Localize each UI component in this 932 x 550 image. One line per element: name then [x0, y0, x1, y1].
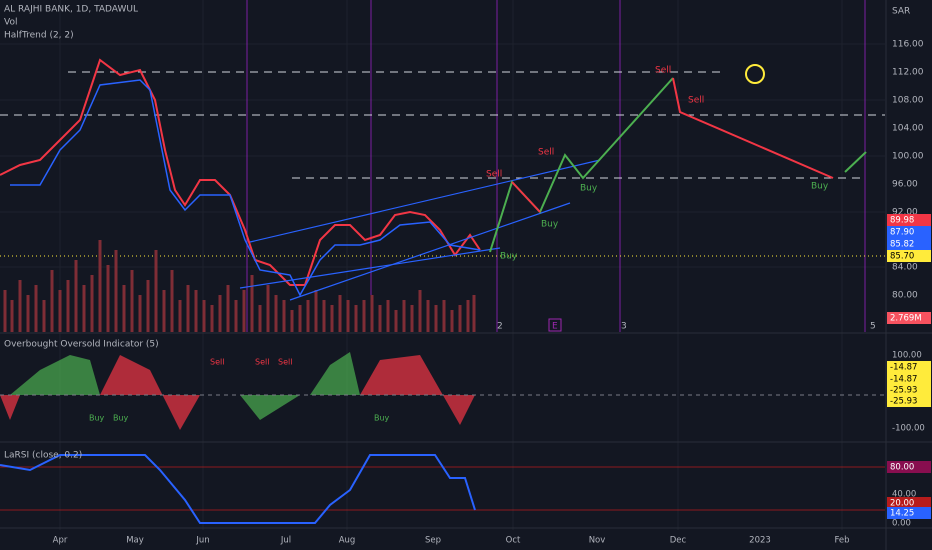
volume-label: Vol	[4, 18, 17, 28]
time-label: Jun	[195, 536, 209, 546]
price-label: 92.00	[892, 208, 918, 218]
time-label: Oct	[506, 536, 521, 546]
price-label: 100.00	[892, 152, 924, 162]
pane-title: Overbought Oversold Indicator (5)	[4, 340, 159, 350]
buy-label: Buy	[811, 182, 829, 192]
marker-box	[548, 318, 562, 332]
price-badge	[887, 214, 931, 226]
badge-label: 89.98	[890, 216, 914, 226]
sell-label: Sell	[655, 66, 671, 76]
price-label: 84.00	[892, 263, 918, 273]
indicator-label: HalfTrend (2, 2)	[4, 31, 74, 41]
buy-label: Buy	[500, 252, 518, 262]
price-label: 80.00	[892, 291, 918, 301]
pane-title: LaRSI (close, 0.2)	[4, 451, 82, 461]
price-label: 104.00	[892, 124, 924, 134]
badge-label: -14.87	[890, 363, 917, 373]
price-badge	[887, 361, 931, 373]
osc-area	[0, 352, 475, 430]
time-axis: Apr May Jun Jul Aug Sep Oct Nov Dec 2023 Feb	[53, 536, 850, 546]
price-badge	[887, 497, 931, 509]
badge-label: 14.25	[890, 509, 914, 519]
larsi-pane: LaRSI (close, 0.2) 40.00 0.00	[4, 451, 916, 529]
axis-label: 40.00	[892, 490, 916, 500]
badge-label: 85.70	[890, 252, 914, 262]
time-label: Nov	[589, 536, 606, 546]
time-label: Sep	[425, 536, 441, 546]
smiley	[745, 64, 765, 84]
time-label: May	[126, 536, 144, 546]
channel	[239, 159, 601, 301]
buy-label: Buy	[113, 414, 129, 423]
price-badge	[887, 395, 931, 407]
annotations: Sell Sell Sell Sell Buy Buy Buy Buy	[486, 66, 829, 262]
price-badge	[887, 238, 931, 250]
sell-label: Sell	[538, 148, 554, 158]
buy-label: Buy	[541, 220, 559, 230]
price-label: 96.00	[892, 180, 918, 190]
price-badge	[887, 250, 931, 262]
larsi-line	[0, 454, 476, 524]
badge-label: 80.00	[890, 463, 914, 473]
marker: E	[552, 322, 558, 332]
price-label: 116.00	[892, 40, 924, 50]
marker: 5	[870, 322, 876, 332]
currency: SAR	[892, 7, 910, 17]
buy-label: Buy	[374, 414, 390, 423]
time-label: Aug	[339, 536, 356, 546]
badge-label: 20.00	[890, 499, 914, 509]
price-badge	[887, 461, 931, 473]
sell-label: Sell	[210, 358, 224, 367]
badges: 89.9887.9085.8285.702.769M-14.87-14.87-2…	[887, 214, 931, 519]
halftrend	[10, 79, 481, 297]
badge-label: -25.93	[890, 397, 917, 407]
symbol: AL RAJHI BANK, 1D, TADAWUL	[4, 5, 138, 15]
header: AL RAJHI BANK, 1D, TADAWUL Vol HalfTrend…	[4, 5, 910, 41]
badge-label: 87.90	[890, 228, 914, 238]
time-label: Feb	[834, 536, 849, 546]
axis-label: -100.00	[892, 424, 925, 434]
buy-label: Buy	[89, 414, 105, 423]
price-axis: 116.00 112.00 108.00 104.00 100.00 96.00…	[892, 40, 924, 301]
buy-label: Buy	[580, 184, 598, 194]
axis-label: 0.00	[892, 519, 911, 529]
time-label: Jul	[280, 536, 291, 546]
badge-label: -25.93	[890, 386, 917, 396]
badge-label: 85.82	[890, 240, 914, 250]
session-lines	[246, 0, 866, 332]
markers: 2 E 3 5	[497, 318, 876, 332]
sell-label: Sell	[255, 358, 269, 367]
price-label: 112.00	[892, 68, 924, 78]
price-badge	[887, 373, 931, 385]
sell-label: Sell	[278, 358, 292, 367]
time-label: 2023	[749, 536, 771, 546]
volume	[3, 240, 476, 332]
larsi-bands	[0, 466, 885, 511]
axis-label: 100.00	[892, 351, 922, 361]
horizontal-levels	[0, 71, 885, 179]
price-badge	[887, 312, 931, 324]
time-label: Dec	[670, 536, 687, 546]
time-label: Apr	[53, 536, 68, 546]
sell-label: Sell	[688, 96, 704, 106]
price	[0, 58, 481, 286]
marker: 2	[497, 322, 503, 332]
price-label: 108.00	[892, 96, 924, 106]
price-badge	[887, 226, 931, 238]
badge-label: 2.769M	[890, 314, 922, 324]
marker: 3	[621, 322, 627, 332]
sell-label: Sell	[486, 170, 502, 180]
price-badge	[887, 507, 931, 519]
oscillator-pane: Overbought Oversold Indicator (5) 100.00…	[4, 340, 925, 434]
grid	[0, 0, 885, 530]
price-badge	[887, 384, 931, 396]
projection	[489, 77, 867, 253]
badge-label: -14.87	[890, 375, 917, 385]
